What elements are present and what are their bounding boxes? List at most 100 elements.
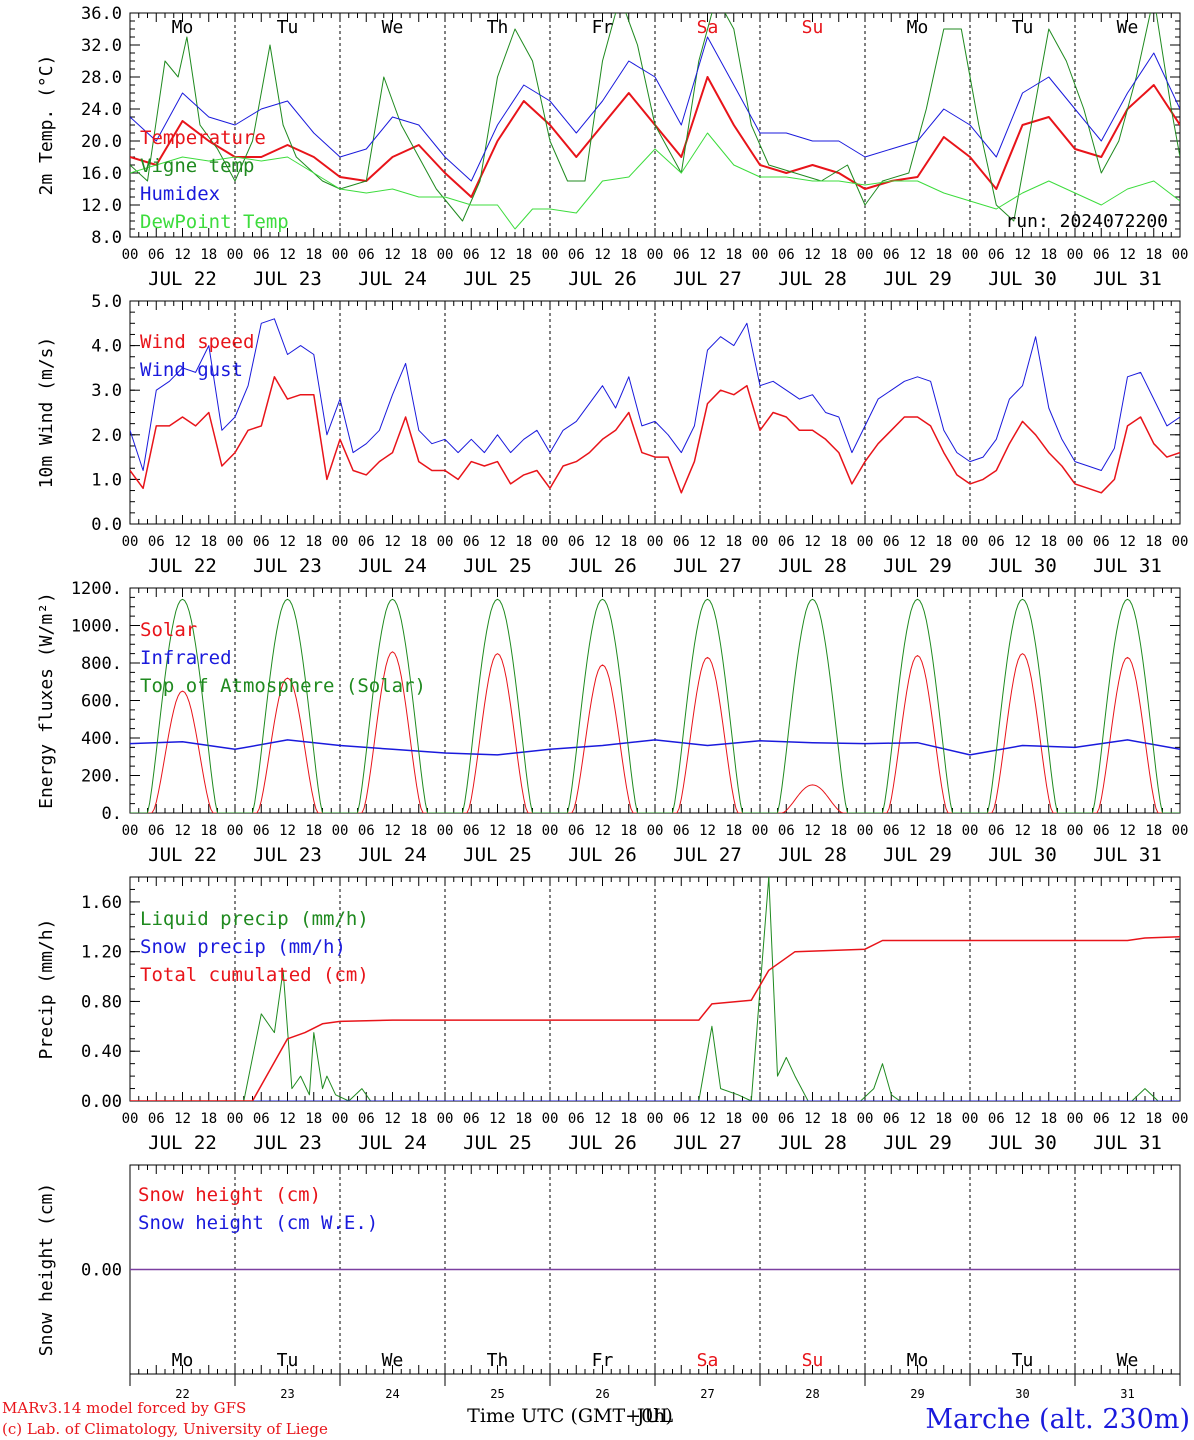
hour-label: 12 bbox=[909, 534, 926, 550]
y-tick-label: 0.00 bbox=[81, 1092, 122, 1112]
y-tick-label: 1.0 bbox=[91, 470, 122, 490]
series-line-vigne-temp bbox=[130, 13, 1180, 222]
weekday-label: We bbox=[1117, 1350, 1139, 1371]
weekday-label: Fr bbox=[592, 17, 614, 38]
day-label: JUL 23 bbox=[253, 844, 322, 866]
y-axis-label: 2m Temp. (°C) bbox=[36, 55, 57, 196]
hour-label: 00 bbox=[437, 1111, 454, 1127]
hour-label: 06 bbox=[253, 1111, 270, 1127]
day-label: JUL 25 bbox=[463, 555, 532, 577]
hour-label: 18 bbox=[200, 1111, 217, 1127]
day-label: JUL 27 bbox=[673, 844, 742, 866]
hour-label: 06 bbox=[463, 1111, 480, 1127]
hour-label: 06 bbox=[988, 1111, 1005, 1127]
legend-entry: Snow precip (mm/h) bbox=[140, 936, 346, 958]
hour-label: 06 bbox=[778, 247, 795, 263]
hour-label: 06 bbox=[1093, 1111, 1110, 1127]
hour-label: 12 bbox=[174, 1111, 191, 1127]
legend-entry: Infrared bbox=[140, 647, 232, 669]
weekday-label: Th bbox=[487, 17, 509, 38]
hour-label: 00 bbox=[647, 823, 664, 839]
hour-label: 18 bbox=[935, 534, 952, 550]
x-axis-label: Time UTC (GMT+0h) bbox=[467, 1405, 673, 1427]
series-group bbox=[130, 13, 1180, 230]
hour-label: 12 bbox=[594, 1111, 611, 1127]
series-line-dewpoint-temp bbox=[130, 132, 1180, 230]
hour-label: 12 bbox=[384, 247, 401, 263]
legend-entry: Humidex bbox=[140, 183, 220, 205]
day-label: JUL 26 bbox=[568, 268, 637, 290]
hour-label: 06 bbox=[568, 1111, 585, 1127]
hour-label: 12 bbox=[594, 823, 611, 839]
hour-label: 12 bbox=[804, 1111, 821, 1127]
day-number: 29 bbox=[910, 1387, 924, 1401]
day-label: JUL 30 bbox=[988, 844, 1057, 866]
hour-label: 06 bbox=[568, 534, 585, 550]
day-label: JUL 24 bbox=[358, 1132, 427, 1154]
hour-label: 18 bbox=[725, 247, 742, 263]
hour-label: 00 bbox=[1067, 534, 1084, 550]
hour-label: 06 bbox=[1093, 823, 1110, 839]
hour-label: 18 bbox=[515, 247, 532, 263]
legend-entry: Total cumulated (cm) bbox=[140, 964, 369, 986]
hour-label: 06 bbox=[1093, 534, 1110, 550]
weekday-label: Fr bbox=[592, 1350, 614, 1371]
day-label: JUL 22 bbox=[148, 1132, 217, 1154]
hour-label: 00 bbox=[542, 1111, 559, 1127]
hour-label: 18 bbox=[830, 534, 847, 550]
y-tick-label: 200. bbox=[81, 767, 122, 787]
hour-label: 00 bbox=[962, 247, 979, 263]
hour-label: 00 bbox=[437, 534, 454, 550]
x-axis-label-overlay: JUL bbox=[635, 1405, 674, 1427]
weekday-label: Mo bbox=[907, 1350, 929, 1371]
hour-label: 18 bbox=[620, 1111, 637, 1127]
hour-label: 00 bbox=[857, 534, 874, 550]
y-tick-label: 2.0 bbox=[91, 426, 122, 446]
hour-label: 18 bbox=[200, 823, 217, 839]
weekday-label: Tu bbox=[1012, 17, 1034, 38]
hour-label: 00 bbox=[542, 534, 559, 550]
hour-label: 00 bbox=[122, 534, 139, 550]
hour-label: 06 bbox=[883, 534, 900, 550]
day-number: 27 bbox=[700, 1387, 714, 1401]
y-axis-label: Energy fluxes (W/m²) bbox=[36, 592, 57, 809]
hour-label: 06 bbox=[988, 247, 1005, 263]
hour-label: 18 bbox=[830, 1111, 847, 1127]
hour-label: 18 bbox=[410, 247, 427, 263]
weekday-label: Tu bbox=[277, 1350, 299, 1371]
day-label: JUL 29 bbox=[883, 844, 952, 866]
day-label: JUL 27 bbox=[673, 268, 742, 290]
y-tick-label: 1200. bbox=[71, 579, 122, 599]
hour-label: 18 bbox=[1040, 247, 1057, 263]
hour-label: 00 bbox=[227, 247, 244, 263]
day-label: JUL 27 bbox=[673, 555, 742, 577]
weekday-label: Sa bbox=[697, 17, 719, 38]
day-label: JUL 23 bbox=[253, 555, 322, 577]
hour-label: 00 bbox=[857, 1111, 874, 1127]
day-label: JUL 31 bbox=[1093, 268, 1162, 290]
hour-label: 00 bbox=[542, 247, 559, 263]
y-tick-label: 28.0 bbox=[81, 68, 122, 88]
hour-label: 18 bbox=[200, 247, 217, 263]
hour-label: 00 bbox=[227, 1111, 244, 1127]
hour-label: 06 bbox=[358, 534, 375, 550]
hour-label: 06 bbox=[148, 823, 165, 839]
day-label: JUL 26 bbox=[568, 555, 637, 577]
day-label: JUL 28 bbox=[778, 844, 847, 866]
hour-label: 12 bbox=[594, 534, 611, 550]
hour-label: 18 bbox=[410, 1111, 427, 1127]
hour-label: 06 bbox=[988, 823, 1005, 839]
y-tick-label: 3.0 bbox=[91, 381, 122, 401]
hour-label: 06 bbox=[463, 534, 480, 550]
hour-label: 00 bbox=[752, 1111, 769, 1127]
footer-model: MARv3.14 model forced by GFS bbox=[2, 1399, 246, 1417]
weekday-label: We bbox=[382, 17, 404, 38]
day-label: JUL 22 bbox=[148, 555, 217, 577]
weekday-label: Tu bbox=[277, 17, 299, 38]
day-label: JUL 28 bbox=[778, 268, 847, 290]
hour-label: 12 bbox=[489, 823, 506, 839]
hour-label: 18 bbox=[830, 247, 847, 263]
weekday-label: We bbox=[1117, 17, 1139, 38]
weekday-label: Mo bbox=[907, 17, 929, 38]
hour-label: 18 bbox=[1145, 1111, 1162, 1127]
